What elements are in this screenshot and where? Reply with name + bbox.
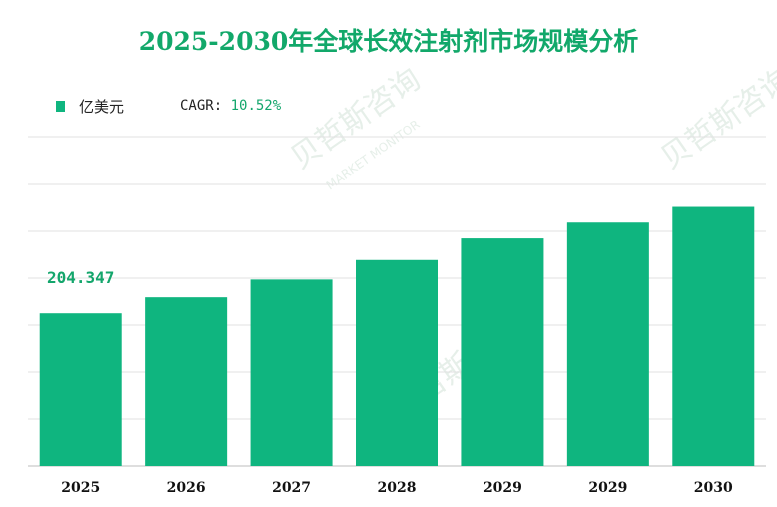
cagr-label: CAGR: xyxy=(180,98,223,114)
bar-2027 xyxy=(250,279,333,466)
legend: 亿美元 xyxy=(56,96,124,117)
legend-swatch xyxy=(56,101,65,112)
x-tick-label: 2029 xyxy=(588,480,627,496)
bar-2029 xyxy=(461,238,544,466)
x-tick-label: 2025 xyxy=(61,480,100,496)
x-tick-label: 2029 xyxy=(483,480,522,496)
bar-2030 xyxy=(672,206,755,466)
cagr-value: 10.52% xyxy=(230,98,282,114)
legend-label: 亿美元 xyxy=(79,98,125,116)
bar-2026 xyxy=(145,297,228,466)
data-label: 204.347 xyxy=(47,268,114,287)
chart-title: 2025-2030年全球长效注射剂市场规模分析 xyxy=(138,27,639,56)
x-tick-label: 2028 xyxy=(378,480,417,496)
bar-2028 xyxy=(356,259,438,466)
bar-2029 xyxy=(566,222,649,466)
cagr-annotation: CAGR: 10.52% xyxy=(180,98,281,114)
x-tick-label: 2026 xyxy=(167,480,206,496)
x-tick-label: 2030 xyxy=(694,480,733,496)
x-tick-label: 2027 xyxy=(272,480,311,496)
watermark-cn-2: 贝哲斯咨询 xyxy=(655,62,777,177)
bar-2025 xyxy=(39,313,122,466)
